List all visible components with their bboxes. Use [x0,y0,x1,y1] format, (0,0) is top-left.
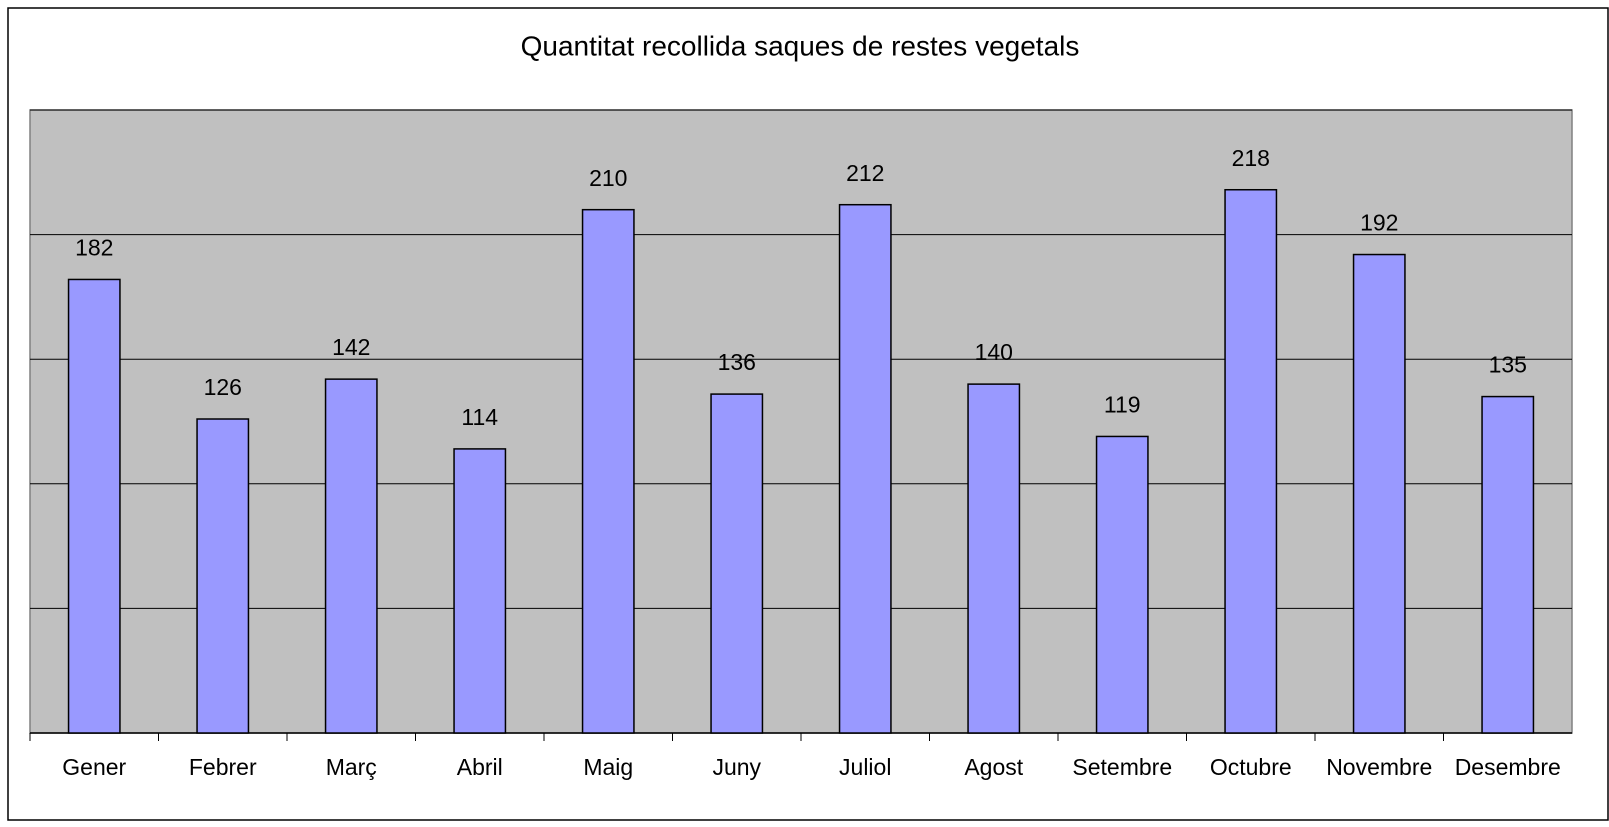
data-label: 210 [589,165,627,191]
x-tick-label: Abril [457,754,503,780]
bar [967,383,1021,734]
x-tick-label: Març [326,754,377,780]
plot-area [29,109,1573,734]
data-label: 218 [1232,145,1270,171]
data-label: 212 [846,160,884,186]
data-label: 136 [718,349,756,375]
bar [838,203,892,734]
bar [1352,253,1406,734]
x-tick-label: Maig [583,754,633,780]
data-label: 142 [332,334,370,360]
data-label: 126 [204,374,242,400]
bar [1095,435,1149,734]
x-tick-label: Setembre [1072,754,1172,780]
bar [196,418,250,734]
bar [324,378,378,734]
x-tick-label: Gener [62,754,126,780]
data-label: 192 [1360,210,1398,236]
bar [581,208,635,734]
data-label: 119 [1104,392,1141,418]
bar [710,393,764,734]
x-tick-label: Juny [712,754,761,780]
bar [1224,188,1278,734]
x-tick-label: Juliol [839,754,891,780]
data-label: 135 [1489,352,1527,378]
x-tick-label: Octubre [1210,754,1292,780]
x-tick-label: Novembre [1326,754,1432,780]
bar [453,448,507,734]
data-label: 114 [461,404,498,430]
bar [67,278,121,734]
chart-title: Quantitat recollida saques de restes veg… [521,30,1080,61]
bar [1481,395,1535,734]
x-tick-label: Febrer [189,754,257,780]
data-label: 182 [75,235,113,261]
x-tick-label: Agost [964,754,1023,780]
data-label: 140 [975,339,1013,365]
x-tick-label: Desembre [1455,754,1561,780]
